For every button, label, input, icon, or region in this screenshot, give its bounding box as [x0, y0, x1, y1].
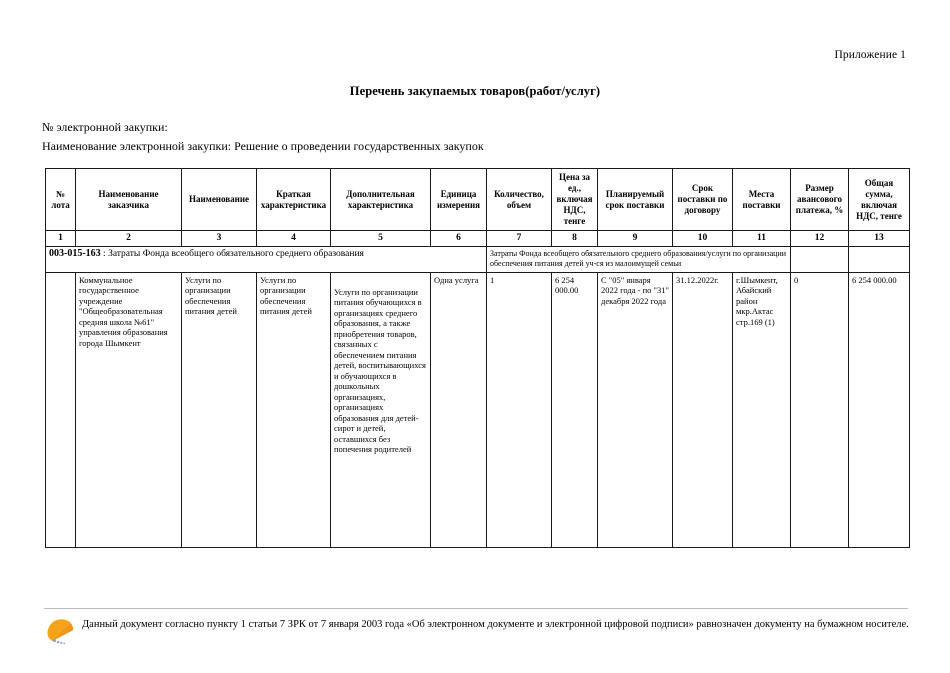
intro-line-purchase-name: Наименование электронной закупки: Решени… [42, 139, 484, 153]
procurement-table-wrap: № лота Наименование заказчика Наименован… [45, 168, 910, 548]
col-number-3: 3 [181, 230, 257, 247]
col-number-12: 12 [790, 230, 849, 247]
col-number-7: 7 [486, 230, 552, 247]
table-header-row: № лота Наименование заказчика Наименован… [45, 168, 910, 231]
col-number-1: 1 [45, 230, 76, 247]
footer-note: Данный документ согласно пункту 1 статьи… [44, 614, 910, 647]
cell-contract-delivery-term: 31.12.2022г. [672, 271, 733, 548]
cell-unit-price: 6 254 000.00 [551, 271, 598, 548]
footer-legal-text: Данный документ согласно пункту 1 статьи… [82, 619, 909, 630]
col-number-4: 4 [256, 230, 331, 247]
cell-additional-characteristic: Услуги по организации питания обучающихс… [330, 271, 431, 548]
cell-quantity: 1 [486, 271, 552, 548]
col-number-2: 2 [75, 230, 182, 247]
col-header-unit-price: Цена за ед., включая НДС, тенге [551, 168, 598, 231]
col-header-delivery-places: Места поставки [732, 168, 791, 231]
col-number-8: 8 [551, 230, 598, 247]
col-number-10: 10 [672, 230, 733, 247]
col-header-quantity: Количество, объем [486, 168, 552, 231]
lot-header-blank-total [848, 245, 910, 273]
table-column-number-row: 1 2 3 4 5 6 7 8 9 10 11 12 13 [45, 230, 910, 247]
lot-separator: : [100, 248, 109, 259]
col-number-13: 13 [848, 230, 910, 247]
intro-block: № электронной закупки: Наименование элек… [42, 118, 484, 156]
cell-planned-delivery-period: С "05" января 2022 года - по "31" декабр… [597, 271, 673, 548]
col-number-5: 5 [330, 230, 431, 247]
footer-divider [44, 608, 908, 609]
col-header-unit: Единица измерения [430, 168, 487, 231]
col-number-9: 9 [597, 230, 673, 247]
cell-total-sum: 6 254 000.00 [848, 271, 910, 548]
cell-customer-name: Коммунальное государственное учреждение … [75, 271, 182, 548]
col-header-short-characteristic: Краткая характеристика [256, 168, 331, 231]
lot-header-description-cell: Затраты Фонда всеобщего обязательного ср… [486, 245, 791, 273]
cell-advance-payment-percent: 0 [790, 271, 849, 548]
col-header-advance-payment: Размер авансового платежа, % [790, 168, 849, 231]
cell-name: Услуги по организации обеспечения питани… [181, 271, 257, 548]
lot-header-blank-advance [790, 245, 849, 273]
lot-title: Затраты Фонда всеобщего обязательного ср… [108, 248, 364, 259]
col-number-11: 11 [732, 230, 791, 247]
col-header-planned-delivery: Планируемый срок поставки [597, 168, 673, 231]
table-row: Коммунальное государственное учреждение … [45, 271, 910, 548]
col-header-total-sum: Общая сумма, включая НДС, тенге [848, 168, 910, 231]
col-header-contract-delivery: Срок поставки по договору [672, 168, 733, 231]
intro-line-purchase-number: № электронной закупки: [42, 120, 168, 134]
col-header-additional-characteristic: Дополнительная характеристика [330, 168, 431, 231]
cell-short-characteristic: Услуги по организации обеспечения питани… [256, 271, 331, 548]
lot-header-row: 003-015-163 : Затраты Фонда всеобщего об… [45, 245, 910, 273]
col-header-lot-no: № лота [45, 168, 76, 231]
col-number-6: 6 [430, 230, 487, 247]
lot-code: 003-015-163 [49, 247, 101, 259]
procurement-table: № лота Наименование заказчика Наименован… [45, 168, 910, 548]
col-header-customer-name: Наименование заказчика [75, 168, 182, 231]
col-header-name: Наименование [181, 168, 257, 231]
cell-unit: Одна услуга [430, 271, 487, 548]
appendix-label: Приложение 1 [834, 49, 906, 61]
cell-delivery-places: г.Шымкент, Абайский район мкр.Актас стр.… [732, 271, 791, 548]
electronic-signature-seal-icon [44, 616, 75, 647]
cell-lot-no [45, 271, 76, 548]
page-title: Перечень закупаемых товаров(работ/услуг) [349, 84, 601, 98]
lot-header-title-cell: 003-015-163 : Затраты Фонда всеобщего об… [45, 245, 487, 273]
